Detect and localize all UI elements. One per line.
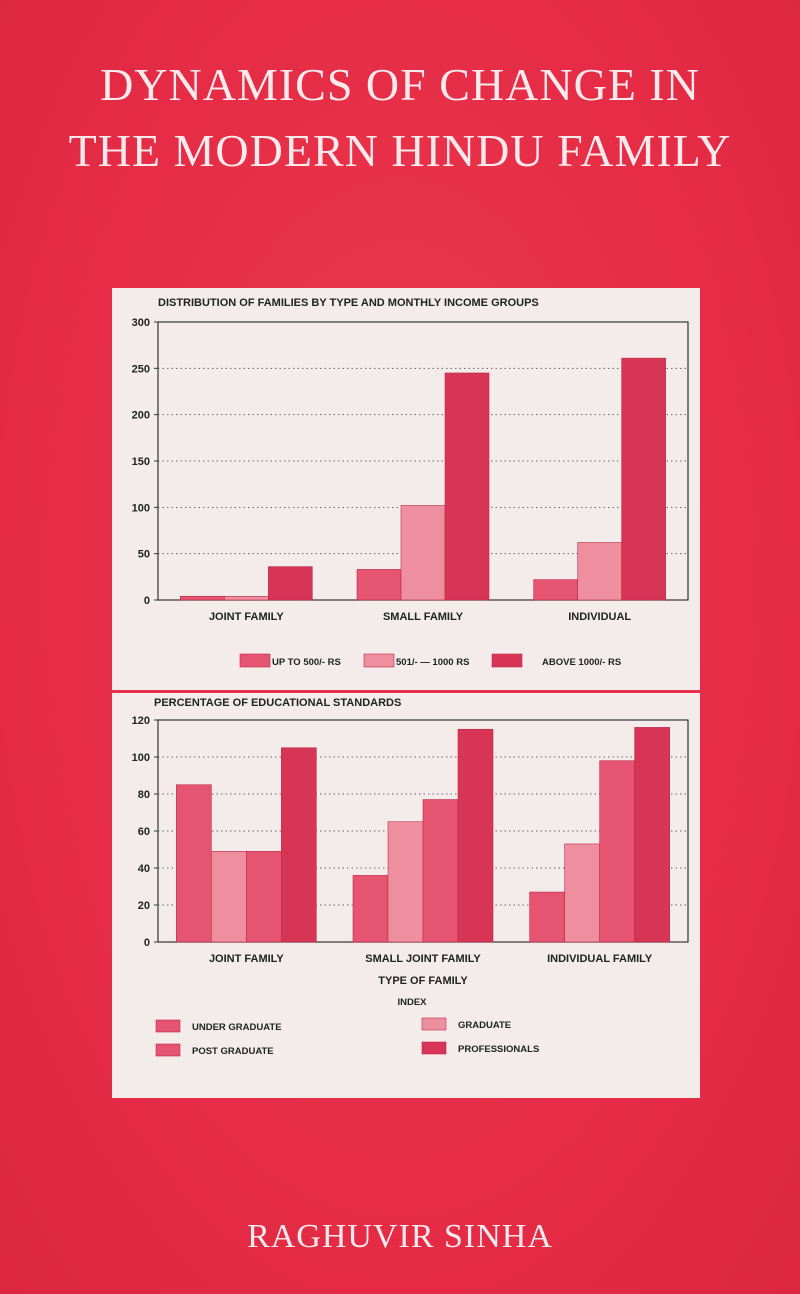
bar [356, 569, 402, 601]
y-tick-label: 100 [132, 752, 150, 764]
y-tick-label: 0 [144, 937, 150, 949]
bar [533, 579, 578, 601]
educational-standards-chart: PERCENTAGE OF EDUCATIONAL STANDARDS 0 20 40… [132, 697, 689, 1057]
title-line-1: DYNAMICS OF CHANGE IN [100, 59, 700, 110]
legend-label: GRADUATE [458, 1020, 511, 1031]
legend-swatch [421, 1041, 447, 1055]
y-tick-label: 20 [138, 900, 150, 912]
bar [387, 821, 424, 943]
legend-label: PROFESSIONALS [458, 1044, 539, 1055]
book-title: DYNAMICS OF CHANGE IN THE MODERN HINDU F… [0, 52, 800, 184]
bar [268, 566, 313, 601]
bar [246, 851, 282, 943]
bar [444, 372, 490, 601]
chart-title: PERCENTAGE OF EDUCATIONAL STANDARDS [154, 697, 401, 709]
bar [176, 784, 212, 943]
x-category-label: INDIVIDUAL [568, 611, 631, 623]
legend-label: UP TO 500/- RS [272, 657, 341, 668]
legend-label: UNDER GRADUATE [192, 1022, 282, 1033]
bar [400, 505, 446, 601]
y-tick-label: 120 [132, 715, 150, 727]
chart-title: DISTRIBUTION OF FAMILIES BY TYPE AND MON… [158, 297, 539, 309]
y-tick-label: 300 [132, 317, 150, 329]
author-name: RAGHUVIR SINHA [247, 1218, 553, 1255]
bar [564, 843, 600, 943]
y-tick-label: 200 [132, 410, 150, 422]
legend-swatch [491, 653, 523, 668]
x-category-label: JOINT FAMILY [209, 953, 284, 965]
x-category-label: INDIVIDUAL FAMILY [547, 953, 653, 965]
chart-panel: DISTRIBUTION OF FAMILIES BY TYPE AND MON… [112, 288, 700, 1098]
legend-swatch [363, 653, 395, 668]
legend-swatch [155, 1019, 181, 1033]
y-tick-label: 40 [138, 863, 150, 875]
legend-title: INDEX [397, 997, 427, 1008]
bar [529, 891, 565, 943]
legend-label: 501/- — 1000 RS [396, 657, 469, 668]
panel-divider [112, 690, 700, 693]
bar [577, 542, 622, 601]
y-tick-label: 0 [144, 595, 150, 607]
bar [457, 728, 494, 943]
x-category-label: SMALL JOINT FAMILY [365, 953, 481, 965]
legend-swatch [155, 1043, 181, 1057]
x-axis-title: TYPE OF FAMILY [378, 975, 468, 987]
bar [224, 595, 269, 601]
y-tick-label: 50 [138, 549, 150, 561]
bar [211, 851, 247, 943]
legend-swatch [239, 653, 271, 668]
y-tick-label: 100 [132, 502, 150, 514]
y-tick-label: 80 [138, 789, 150, 801]
bar [180, 595, 225, 601]
bar [599, 760, 635, 943]
bar [281, 747, 317, 943]
bar [634, 727, 670, 943]
y-tick-label: 60 [138, 826, 150, 838]
x-category-label: JOINT FAMILY [209, 611, 284, 623]
y-tick-label: 250 [132, 363, 150, 375]
income-distribution-chart: DISTRIBUTION OF FAMILIES BY TYPE AND MON… [132, 297, 689, 668]
bar [422, 799, 459, 943]
bar [621, 357, 666, 601]
x-category-label: SMALL FAMILY [383, 611, 464, 623]
legend-label: ABOVE 1000/- RS [542, 657, 621, 668]
bar [352, 875, 389, 943]
legend-label: POST GRADUATE [192, 1046, 274, 1057]
legend-swatch [421, 1017, 447, 1031]
y-tick-label: 150 [132, 456, 150, 468]
title-line-2: THE MODERN HINDU FAMILY [68, 125, 732, 176]
